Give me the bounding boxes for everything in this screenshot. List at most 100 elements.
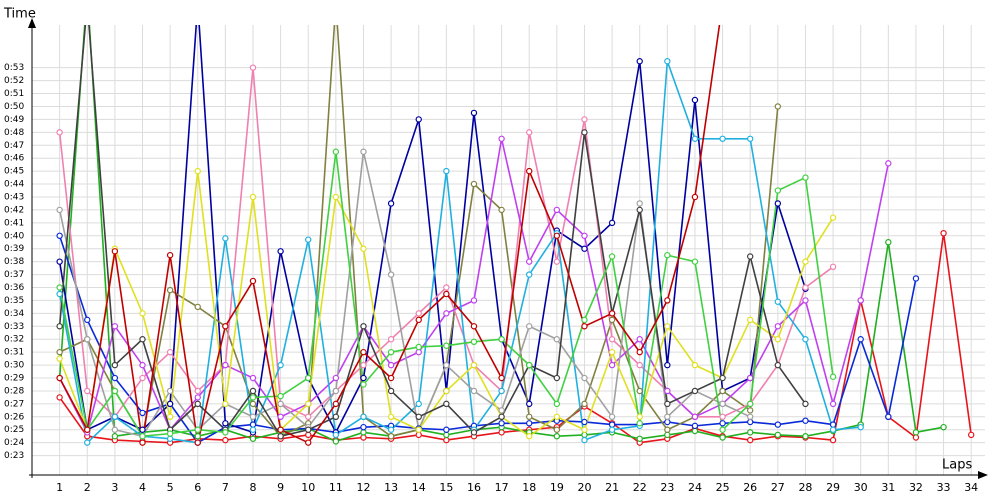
data-point <box>747 316 754 324</box>
data-point <box>747 400 754 408</box>
data-point <box>360 423 367 431</box>
x-tick-label: 7 <box>222 481 229 494</box>
x-tick-label: 2 <box>84 481 91 494</box>
x-tick-label: 13 <box>384 481 398 494</box>
data-point <box>415 343 422 351</box>
y-tick-label: 0:49 <box>4 115 24 125</box>
series-line <box>58 151 751 438</box>
data-point <box>553 400 561 408</box>
data-point <box>608 336 616 343</box>
data-point <box>664 413 671 421</box>
y-axis-arrow <box>28 18 36 28</box>
data-point <box>194 394 201 401</box>
data-point <box>498 387 505 395</box>
data-point <box>553 433 561 440</box>
data-point <box>636 206 643 214</box>
data-point <box>84 316 91 324</box>
data-point <box>332 431 340 439</box>
data-point <box>387 336 395 343</box>
x-tick-label: 30 <box>854 481 868 494</box>
y-tick-label: 0:45 <box>4 167 24 177</box>
data-point <box>526 433 533 440</box>
data-point <box>885 160 892 167</box>
data-point <box>111 426 119 433</box>
y-tick-label: 0:47 <box>4 141 24 151</box>
data-point <box>56 355 63 362</box>
data-point <box>664 426 671 433</box>
data-point <box>360 323 367 330</box>
x-tick-label: 8 <box>249 481 256 494</box>
data-point <box>526 258 533 265</box>
data-point <box>774 431 782 439</box>
data-point <box>636 200 643 207</box>
data-point <box>166 251 174 259</box>
data-point <box>719 420 726 427</box>
data-point <box>249 64 257 71</box>
data-point <box>829 400 837 408</box>
data-point <box>636 387 643 395</box>
data-point <box>581 418 588 426</box>
x-tick-label: 26 <box>743 481 757 494</box>
data-point <box>774 298 782 305</box>
data-point <box>305 431 312 439</box>
data-point <box>166 413 174 421</box>
data-point <box>139 426 146 433</box>
data-point <box>56 374 63 382</box>
data-point <box>719 135 726 142</box>
data-point <box>387 271 395 278</box>
y-tick-label: 0:53 <box>4 63 24 73</box>
data-point <box>664 387 671 395</box>
data-point <box>194 433 201 440</box>
data-point <box>166 435 174 442</box>
data-point <box>498 374 505 382</box>
data-point <box>802 174 809 181</box>
data-point <box>470 323 478 330</box>
data-point <box>415 400 422 408</box>
x-tick-label: 11 <box>329 481 343 494</box>
data-point <box>829 436 837 444</box>
data-point <box>415 413 422 421</box>
data-point <box>111 248 119 255</box>
data-point <box>691 413 699 421</box>
data-point <box>277 248 284 255</box>
data-point <box>691 427 699 435</box>
data-point <box>139 409 146 417</box>
x-tick-label: 33 <box>937 481 951 494</box>
data-point <box>691 387 699 395</box>
data-point <box>498 420 505 427</box>
data-point <box>691 193 699 201</box>
data-point <box>360 374 367 382</box>
data-point <box>526 361 533 369</box>
y-tick-label: 0:48 <box>4 128 24 138</box>
data-point <box>608 219 616 227</box>
x-tick-label: 14 <box>412 481 426 494</box>
data-point <box>747 374 754 382</box>
x-tick-label: 20 <box>577 481 591 494</box>
data-point <box>305 413 312 421</box>
data-point <box>719 400 726 408</box>
y-tick-label: 0:30 <box>4 361 24 371</box>
data-point <box>636 58 643 65</box>
data-point <box>526 323 533 330</box>
y-tick-label: 0:40 <box>4 231 24 241</box>
data-point <box>277 413 284 421</box>
data-point <box>581 245 588 252</box>
data-point <box>305 236 312 243</box>
data-point <box>470 338 478 346</box>
data-point <box>608 310 616 317</box>
data-point <box>111 413 119 421</box>
y-tick-label: 0:27 <box>4 399 24 409</box>
data-point <box>222 323 229 330</box>
data-point <box>581 431 588 439</box>
data-point <box>802 433 809 440</box>
x-tick-label: 12 <box>356 481 370 494</box>
data-point <box>829 214 837 221</box>
data-point <box>360 245 367 252</box>
data-point <box>719 434 726 441</box>
y-tick-label: 0:36 <box>4 283 24 293</box>
data-point <box>747 413 754 421</box>
data-point <box>332 374 340 382</box>
data-point <box>56 348 63 356</box>
data-point <box>885 239 892 246</box>
data-point <box>608 413 616 421</box>
